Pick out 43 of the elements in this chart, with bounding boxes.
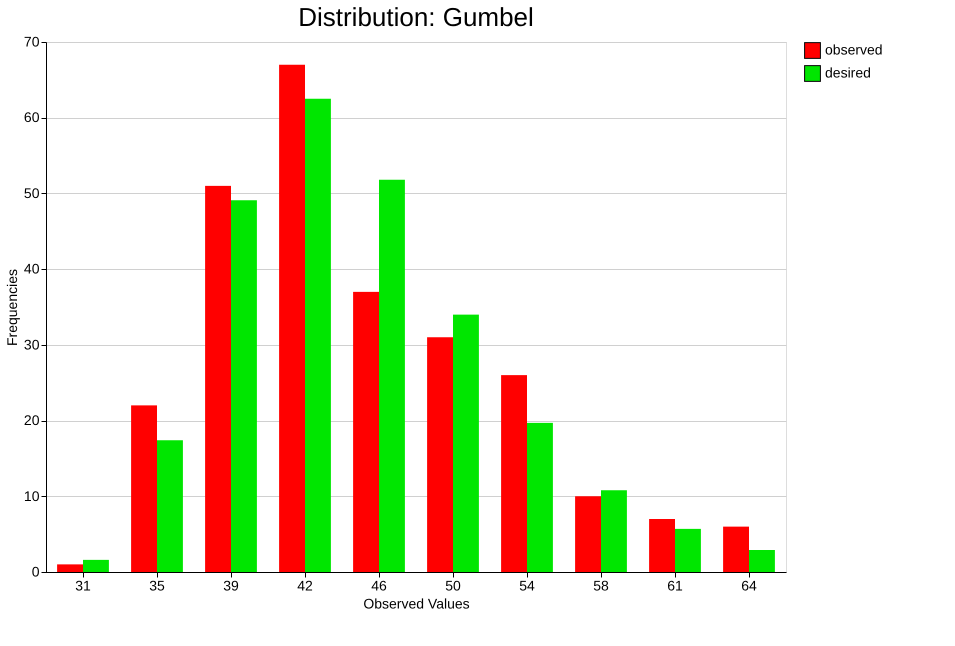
x-tick-label: 54 — [519, 578, 535, 594]
bar — [279, 64, 305, 572]
y-tick-label: 10 — [24, 488, 40, 504]
bar — [527, 422, 553, 572]
x-tick-label: 58 — [593, 578, 609, 594]
x-tick-label: 31 — [75, 578, 91, 594]
y-tick-label: 20 — [24, 412, 40, 428]
bar — [205, 186, 231, 572]
y-tick-label: 30 — [24, 336, 40, 352]
x-tick-label: 46 — [371, 578, 387, 594]
bar — [305, 98, 331, 572]
bar — [675, 528, 701, 572]
bar — [131, 405, 157, 572]
bar — [453, 314, 479, 572]
bar — [353, 292, 379, 572]
x-tick-label: 42 — [297, 578, 313, 594]
y-axis-title: Frequencies — [4, 268, 20, 346]
legend-label: desired — [825, 64, 871, 80]
bar — [57, 564, 83, 572]
bar — [749, 550, 775, 572]
bar — [379, 180, 405, 572]
bar — [231, 200, 257, 572]
x-axis-title: Observed Values — [363, 596, 470, 612]
y-tick-label: 50 — [24, 184, 40, 201]
x-tick-label: 61 — [667, 578, 683, 594]
y-tick-label: 40 — [24, 260, 40, 277]
y-tick-label: 0 — [32, 564, 40, 580]
legend-label: observed — [825, 42, 883, 58]
bar — [427, 337, 453, 572]
bar — [575, 496, 601, 572]
bar — [501, 375, 527, 572]
y-tick-label: 70 — [24, 34, 40, 50]
x-tick-label: 35 — [149, 578, 165, 594]
x-tick-label: 50 — [445, 578, 461, 594]
bar — [601, 490, 627, 572]
bar — [723, 526, 749, 572]
bar — [83, 560, 109, 572]
bar — [649, 519, 675, 572]
x-tick-label: 64 — [741, 578, 757, 594]
x-tick-label: 39 — [223, 578, 239, 594]
bar — [157, 440, 183, 572]
y-tick-label: 60 — [24, 109, 40, 126]
chart-title: Distribution: Gumbel — [298, 2, 534, 32]
